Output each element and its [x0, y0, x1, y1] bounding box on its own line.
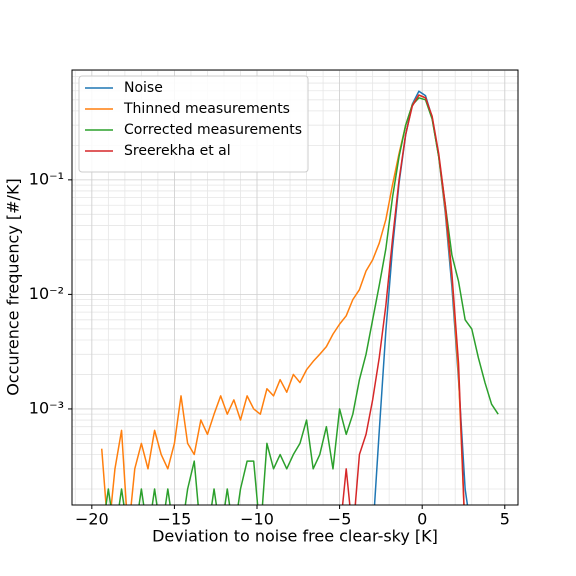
x-tick-label: −10: [240, 510, 274, 529]
x-axis-label: Deviation to noise free clear-sky [K]: [152, 527, 438, 546]
legend-label: Thinned measurements: [123, 101, 290, 117]
legend-label: Sreerekha et al: [124, 143, 231, 159]
series-line: [341, 94, 465, 505]
y-axis-label: Occurence frequency [#/K]: [4, 178, 23, 395]
legend-label: Noise: [124, 80, 163, 96]
plot-frame: [71, 69, 519, 506]
y-tick-label: 10⁻²: [29, 284, 64, 303]
y-tick-label: 10⁻¹: [29, 169, 64, 188]
x-tick-label: −5: [328, 510, 352, 529]
x-tick-label: −15: [158, 510, 192, 529]
legend-label: Corrected measurements: [124, 122, 302, 138]
y-tick-label: 10⁻³: [29, 398, 64, 417]
x-tick-label: 5: [500, 510, 510, 529]
x-tick-label: −20: [75, 510, 109, 529]
plot-area: [100, 90, 499, 505]
legend-box: [78, 75, 309, 173]
x-tick-label: 0: [417, 510, 427, 529]
